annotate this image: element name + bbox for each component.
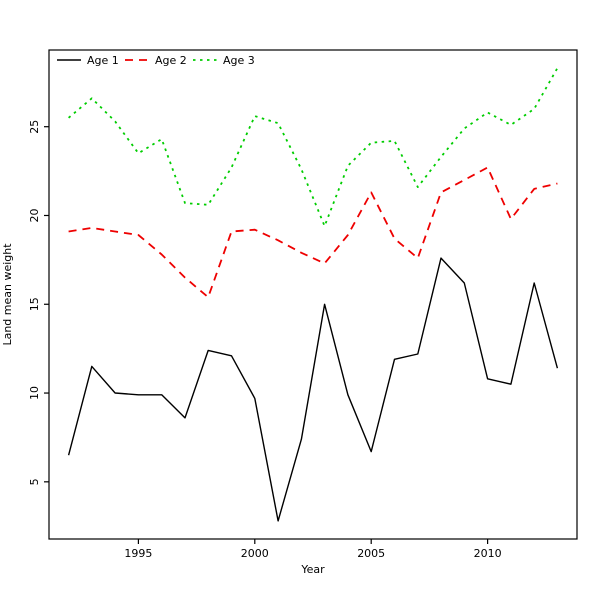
legend-label-age-3: Age 3 [223,54,255,67]
y-axis: 5 10 15 20 25 [28,120,49,485]
series-line-age-2 [68,166,558,299]
y-axis-tick-label: 25 [28,120,41,134]
y-axis-title: Land mean weight [1,243,14,346]
series-line-age-1 [67,257,559,522]
x-axis-tick-label: 2000 [241,547,269,560]
series-line-age-3 [68,67,559,228]
y-axis-tick-label: 5 [28,478,41,485]
y-axis-tick-label: 20 [28,208,41,222]
x-axis-tick-label: 2010 [474,547,502,560]
x-axis-tick-label: 1995 [124,547,152,560]
x-axis: 1995 2000 2005 2010 [124,539,502,560]
series-lines [67,67,559,522]
y-axis-tick-label: 15 [28,297,41,311]
legend-label-age-1: Age 1 [87,54,119,67]
plot-box [48,49,578,540]
y-axis-tick-label: 10 [28,386,41,400]
x-axis-title: Year [300,563,325,576]
x-axis-tick-label: 2005 [357,547,385,560]
legend: Age 1 Age 2 Age 3 [57,54,255,67]
legend-label-age-2: Age 2 [155,54,187,67]
